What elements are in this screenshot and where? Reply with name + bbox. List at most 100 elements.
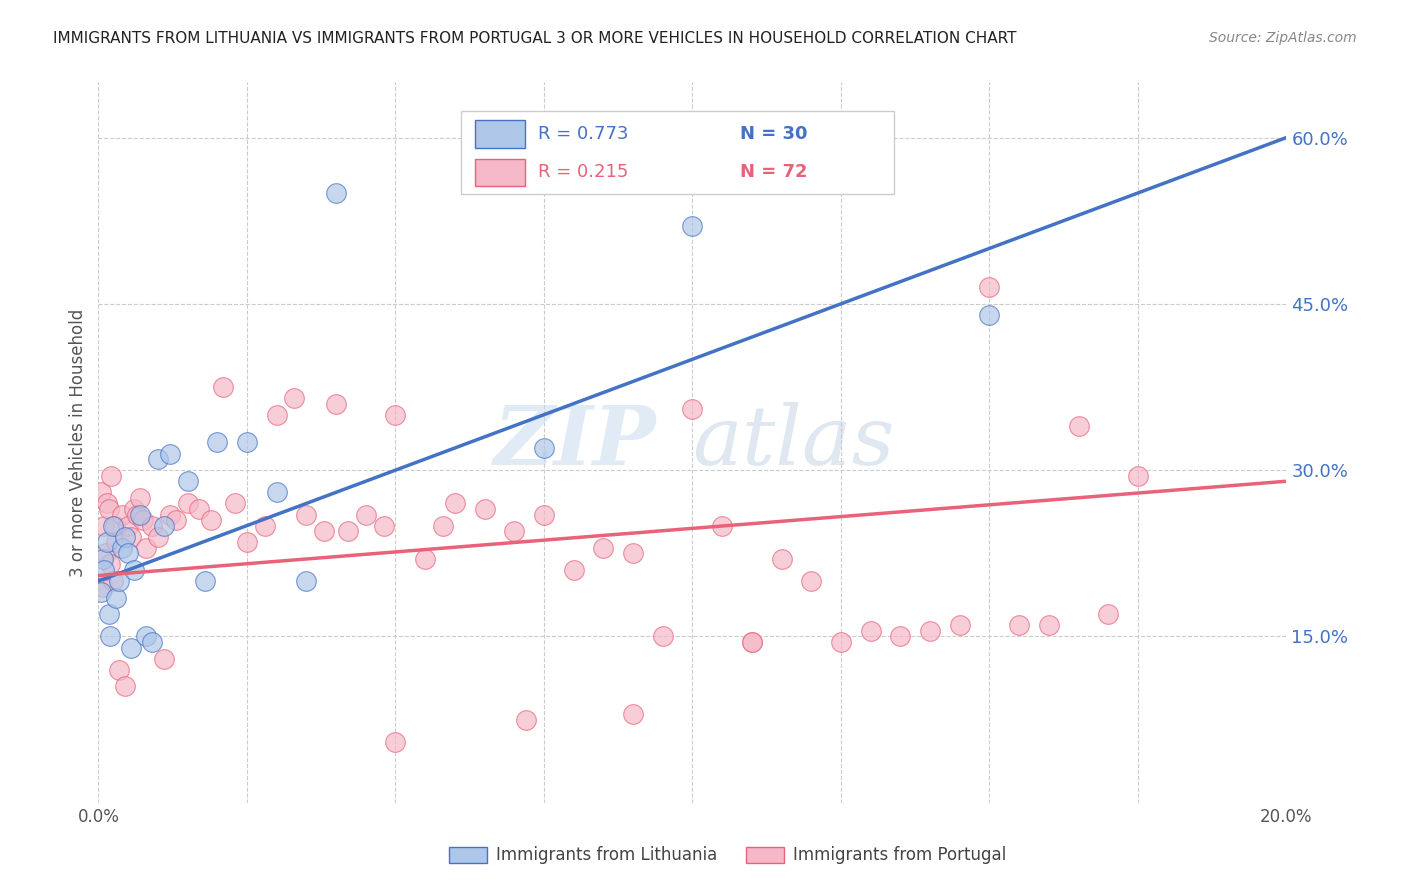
FancyBboxPatch shape <box>747 847 785 863</box>
Point <box>122 502 145 516</box>
Point <box>373 518 395 533</box>
Point <box>122 563 145 577</box>
FancyBboxPatch shape <box>461 111 894 194</box>
Y-axis label: 3 or more Vehicles in Household: 3 or more Vehicles in Household <box>69 309 87 576</box>
Point <box>111 541 134 555</box>
Text: N = 72: N = 72 <box>740 163 807 181</box>
Text: Immigrants from Portugal: Immigrants from Portugal <box>793 846 1007 863</box>
Point <box>117 546 139 560</box>
Point <box>96 535 118 549</box>
Point <box>295 508 318 522</box>
Point <box>152 651 174 665</box>
Point <box>135 630 157 644</box>
Point <box>212 380 235 394</box>
Text: Source: ZipAtlas.com: Source: ZipAtlas.com <box>1209 31 1357 45</box>
Point <box>176 475 198 489</box>
Point <box>354 508 377 522</box>
Text: atlas: atlas <box>692 402 894 483</box>
Point <box>159 508 181 522</box>
Point <box>800 574 823 588</box>
Point <box>432 518 454 533</box>
Point <box>125 508 148 522</box>
Point <box>194 574 217 588</box>
Point <box>621 707 644 722</box>
Text: Immigrants from Lithuania: Immigrants from Lithuania <box>496 846 717 863</box>
Point <box>503 524 526 538</box>
Point <box>336 524 359 538</box>
Point <box>104 518 127 533</box>
Point <box>283 391 305 405</box>
Point <box>741 635 763 649</box>
Point <box>98 558 121 572</box>
Point <box>105 535 128 549</box>
Point <box>98 502 121 516</box>
Point <box>1038 618 1060 632</box>
Point <box>621 546 644 560</box>
Point <box>200 513 222 527</box>
Point <box>889 630 911 644</box>
Point <box>413 552 436 566</box>
Point <box>236 535 259 549</box>
Point <box>859 624 882 638</box>
Point <box>93 518 115 533</box>
FancyBboxPatch shape <box>449 847 486 863</box>
Point <box>120 530 142 544</box>
Point <box>165 513 187 527</box>
Point <box>224 496 246 510</box>
Point <box>100 468 122 483</box>
Point <box>132 513 155 527</box>
Point <box>711 518 734 533</box>
Point <box>651 630 673 644</box>
Text: IMMIGRANTS FROM LITHUANIA VS IMMIGRANTS FROM PORTUGAL 3 OR MORE VEHICLES IN HOUS: IMMIGRANTS FROM LITHUANIA VS IMMIGRANTS … <box>53 31 1017 46</box>
Point <box>90 485 112 500</box>
Point <box>96 496 118 510</box>
Point <box>979 280 1001 294</box>
Point <box>176 496 198 510</box>
Point <box>444 496 467 510</box>
Point <box>141 635 163 649</box>
Point <box>920 624 942 638</box>
Point <box>188 502 211 516</box>
Point <box>103 518 125 533</box>
Point <box>741 635 763 649</box>
Point <box>236 435 259 450</box>
Point <box>325 396 347 410</box>
Point <box>1126 468 1149 483</box>
Point <box>325 186 347 200</box>
Point <box>129 491 152 505</box>
FancyBboxPatch shape <box>475 159 524 186</box>
Point <box>592 541 614 555</box>
Point <box>129 508 152 522</box>
Point <box>830 635 852 649</box>
Point <box>159 446 181 460</box>
Point <box>91 580 114 594</box>
Text: ZIP: ZIP <box>494 402 657 483</box>
Point <box>98 607 121 622</box>
Point <box>384 735 406 749</box>
Point <box>979 308 1001 322</box>
Point <box>314 524 336 538</box>
Point <box>105 591 128 605</box>
Point <box>266 485 288 500</box>
Point <box>146 530 169 544</box>
Point <box>533 441 555 455</box>
Point <box>117 518 139 533</box>
Point <box>562 563 585 577</box>
Point <box>114 679 136 693</box>
Point <box>108 663 131 677</box>
Point <box>152 518 174 533</box>
Point <box>681 219 703 234</box>
Point <box>146 452 169 467</box>
Point <box>533 508 555 522</box>
Point <box>93 563 115 577</box>
Point <box>1097 607 1119 622</box>
Text: R = 0.215: R = 0.215 <box>538 163 628 181</box>
Point <box>114 530 136 544</box>
Point <box>474 502 496 516</box>
Point <box>770 552 793 566</box>
Text: R = 0.773: R = 0.773 <box>538 125 628 143</box>
Point <box>949 618 972 632</box>
FancyBboxPatch shape <box>475 120 524 148</box>
Point <box>98 630 121 644</box>
Point <box>108 574 131 588</box>
